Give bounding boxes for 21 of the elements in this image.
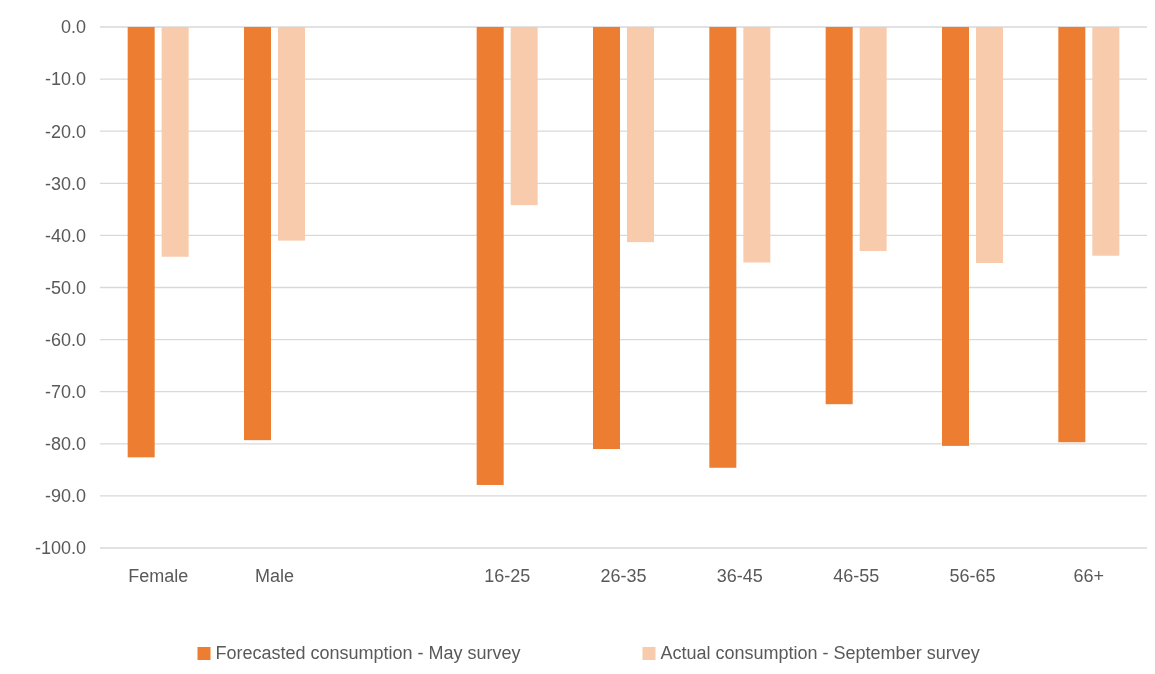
y-tick-label: -70.0 (44, 382, 86, 402)
legend-label: Actual consumption - September survey (660, 643, 980, 663)
y-tick-label: -20.0 (44, 121, 86, 142)
y-tick-label: -80.0 (44, 434, 86, 455)
y-tick-label: -30.0 (44, 173, 86, 194)
x-tick-label: Female (128, 566, 189, 586)
y-tick-label: -10.0 (44, 69, 86, 90)
y-tick-label: 0.0 (60, 17, 86, 38)
x-tick-label: 46-55 (833, 566, 880, 586)
x-tick-label: 16-25 (484, 566, 531, 586)
y-tick-label: -50.0 (44, 277, 86, 298)
y-tick-label: -40.0 (44, 225, 86, 246)
x-tick-label: 26-35 (600, 566, 647, 586)
y-tick-label: -90.0 (44, 486, 86, 507)
x-tick-label: Male (254, 566, 295, 586)
x-tick-label: 66+ (1073, 566, 1105, 586)
x-tick-label: 56-65 (949, 566, 996, 586)
x-tick-label: 36-45 (716, 566, 763, 586)
y-tick-label: -60.0 (44, 329, 86, 350)
legend-label: Forecasted consumption - May survey (215, 643, 521, 663)
y-tick-label: -100.0 (34, 538, 86, 559)
